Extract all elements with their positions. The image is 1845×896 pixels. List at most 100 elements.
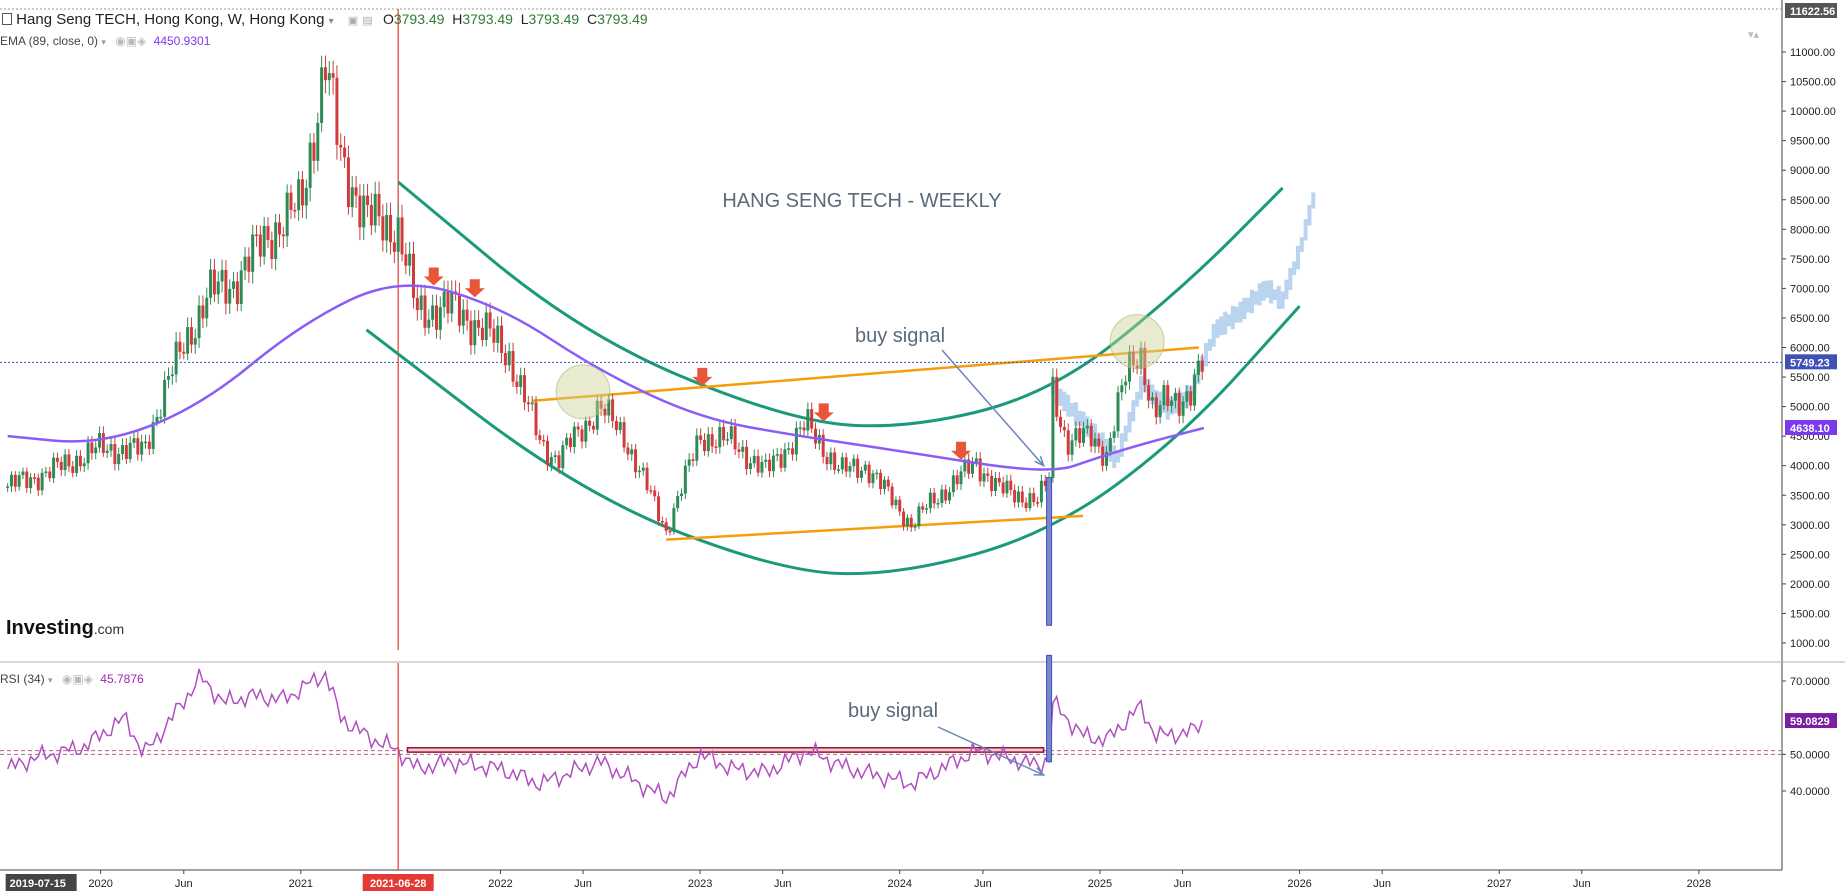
price-tick-label: 7500.00	[1790, 254, 1830, 266]
price-tick-label: 11000.00	[1790, 47, 1835, 59]
scale-down-icon[interactable]: ▾	[1748, 29, 1754, 41]
scale-up-icon[interactable]: ▴	[1753, 29, 1760, 41]
candle-body	[882, 479, 886, 490]
candle-body	[836, 469, 840, 471]
candle-body	[951, 475, 955, 493]
chevron-down-icon[interactable]: ▾	[48, 675, 53, 685]
candle-body	[898, 499, 902, 512]
price-tick-label: 7000.00	[1790, 283, 1830, 295]
candle-body	[833, 452, 837, 470]
candle-body	[186, 327, 190, 354]
candle-body	[913, 526, 917, 528]
candle-body	[86, 442, 90, 464]
candle-body	[549, 456, 553, 465]
candle-body	[967, 459, 971, 474]
candle-body	[1112, 431, 1116, 438]
projection-candle	[1211, 323, 1216, 347]
candle-body	[1177, 392, 1181, 416]
candle-body	[863, 464, 867, 471]
candle-body	[293, 210, 297, 212]
candle-body	[886, 479, 890, 487]
candle-body	[599, 400, 603, 409]
projection-candle	[1066, 394, 1071, 417]
ema-value-badge: 4638.10	[1790, 423, 1830, 435]
candle-body	[519, 375, 523, 387]
candle-body	[277, 222, 281, 235]
candle-body	[500, 325, 504, 354]
candle-body	[312, 142, 316, 161]
candle-body	[189, 327, 193, 345]
price-tick-label: 3000.00	[1790, 520, 1830, 532]
candle-body	[247, 256, 251, 272]
time-tick-label: 2022	[488, 878, 512, 890]
time-tick-label: 2023	[688, 878, 712, 890]
scale-buttons[interactable]: ▾▴	[1748, 28, 1759, 41]
projection-candle	[1307, 204, 1312, 226]
channel-lower-curve	[365, 305, 1301, 576]
candle-body	[787, 448, 791, 450]
candle-body	[75, 455, 79, 473]
projection-candle	[1249, 289, 1254, 314]
candle-body	[1150, 397, 1154, 401]
candle-body	[285, 192, 289, 237]
candle-body	[1078, 428, 1082, 443]
candle-body	[232, 281, 236, 289]
candle-body	[534, 402, 538, 436]
candle-body	[308, 142, 312, 188]
chevron-down-icon[interactable]: ▾	[101, 37, 106, 47]
candle-body	[36, 477, 40, 491]
candle-body	[78, 455, 82, 467]
candle-body	[193, 338, 197, 345]
candle-body	[852, 458, 856, 467]
candle-body	[484, 312, 488, 341]
menu-icon[interactable]: ▤	[362, 15, 373, 27]
candle-body	[48, 471, 52, 479]
candle-body	[909, 517, 913, 528]
time-tick-label: 2026	[1287, 878, 1311, 890]
candle-body	[289, 192, 293, 211]
candle-body	[614, 421, 618, 430]
candle-body	[1051, 376, 1055, 479]
candle-body	[687, 459, 691, 466]
chevron-down-icon[interactable]: ▾	[328, 16, 334, 27]
candle-body	[1093, 438, 1097, 447]
time-tick-label: 2021	[289, 878, 313, 890]
candle-body	[948, 492, 952, 501]
eye-icon[interactable]: ◉▣◈	[61, 672, 93, 686]
candle-body	[798, 427, 802, 429]
ema-legend[interactable]: EMA (89, close, 0) ▾ ◉▣◈ 4450.9301	[0, 34, 210, 48]
candle-body	[584, 420, 588, 442]
price-tick-label: 4000.00	[1790, 461, 1830, 473]
candle-body	[622, 422, 626, 448]
candle-body	[480, 327, 484, 341]
projection-candle	[1280, 291, 1285, 309]
candle-body	[354, 187, 358, 196]
candle-body	[1097, 438, 1101, 447]
projection-candle	[1077, 410, 1082, 426]
time-tick-label: 2028	[1687, 878, 1711, 890]
candle-body	[925, 508, 929, 510]
candle-body	[1170, 400, 1174, 406]
eye-icon[interactable]: ◉▣◈	[115, 34, 147, 48]
candle-body	[1089, 425, 1093, 447]
time-tick-label: Jun	[1373, 878, 1391, 890]
rsi-buy-signal-arrow-head	[1033, 767, 1046, 776]
settings-icon[interactable]: ▣	[347, 15, 359, 27]
price-tick-label: 8000.00	[1790, 224, 1830, 236]
projection-candle	[1138, 376, 1143, 400]
projection-candle	[1112, 445, 1117, 469]
candle-body	[67, 454, 71, 467]
projection-candle	[1115, 450, 1120, 463]
candle-body	[243, 256, 247, 271]
candle-body	[990, 475, 994, 492]
candle-body	[546, 440, 550, 465]
rsi-buy-signal-label: buy signal	[848, 700, 938, 722]
candle-body	[400, 217, 404, 255]
candle-body	[327, 73, 331, 81]
rsi-legend[interactable]: RSI (34) ▾ ◉▣◈ 45.7876	[0, 672, 144, 686]
candle-body	[760, 461, 764, 473]
candle-body	[13, 474, 17, 487]
candle-body	[55, 457, 59, 462]
candle-body	[419, 295, 423, 311]
